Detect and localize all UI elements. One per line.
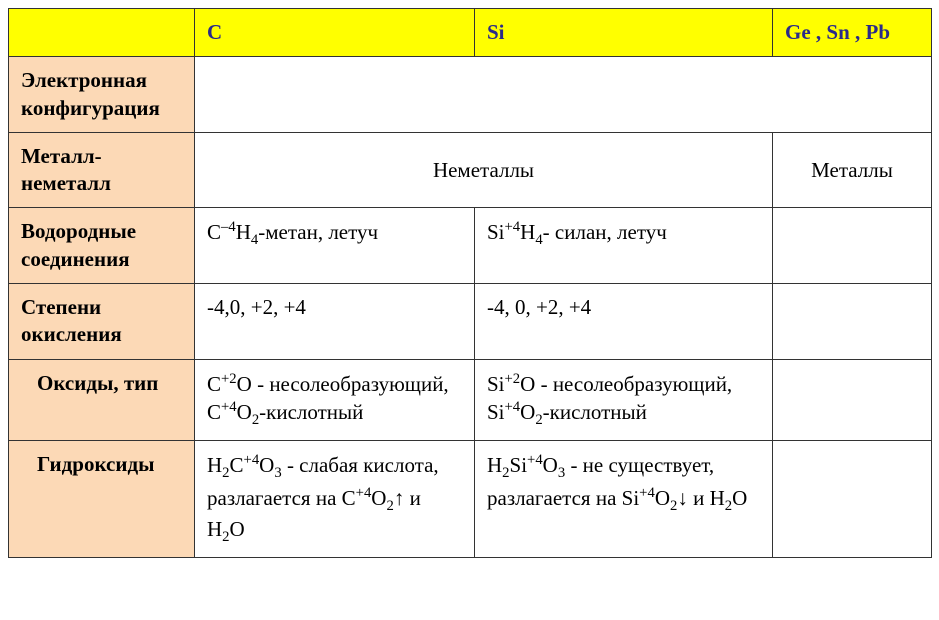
row-oxides: Оксиды, тип C+2O - несолеобразующий, C+4… bbox=[9, 359, 932, 441]
cell-oxides-si: Si+2O - несолеобразующий, Si+4O2-кислотн… bbox=[475, 359, 773, 441]
cell-hydrogen-c: C–4H4-метан, летуч bbox=[195, 208, 475, 284]
cell-electron-config bbox=[195, 57, 932, 133]
cell-oxstate-si: -4, 0, +2, +4 bbox=[475, 284, 773, 360]
cell-hydrogen-ge bbox=[773, 208, 932, 284]
row-hydrogen-compounds: Водородные соединения C–4H4-метан, летуч… bbox=[9, 208, 932, 284]
label-oxstate: Степени окисления bbox=[9, 284, 195, 360]
cell-hydroxides-ge bbox=[773, 441, 932, 558]
label-metal-nonmetal: Металл-неметалл bbox=[9, 132, 195, 208]
label-oxides: Оксиды, тип bbox=[9, 359, 195, 441]
cell-hydrogen-si: Si+4H4- силан, летуч bbox=[475, 208, 773, 284]
table-header-row: C Si Ge , Sn , Pb bbox=[9, 9, 932, 57]
cell-hydroxides-si: H2Si+4O3 - не существует, разлагается на… bbox=[475, 441, 773, 558]
label-hydroxides: Гидроксиды bbox=[9, 441, 195, 558]
cell-oxides-ge bbox=[773, 359, 932, 441]
label-electron-config: Электронная конфигурация bbox=[9, 57, 195, 133]
row-oxidation-states: Степени окисления -4,0, +2, +4 -4, 0, +2… bbox=[9, 284, 932, 360]
chemistry-table: C Si Ge , Sn , Pb Электронная конфигурац… bbox=[8, 8, 932, 558]
header-ge-sn-pb: Ge , Sn , Pb bbox=[773, 9, 932, 57]
cell-oxstate-ge bbox=[773, 284, 932, 360]
cell-metals: Металлы bbox=[773, 132, 932, 208]
header-c: C bbox=[195, 9, 475, 57]
header-empty bbox=[9, 9, 195, 57]
cell-oxides-c: C+2O - несолеобразующий, C+4O2-кислотный bbox=[195, 359, 475, 441]
label-hydrogen: Водородные соединения bbox=[9, 208, 195, 284]
header-si: Si bbox=[475, 9, 773, 57]
cell-hydroxides-c: H2C+4O3 - слабая кислота, разлагается на… bbox=[195, 441, 475, 558]
cell-nonmetals: Неметаллы bbox=[195, 132, 773, 208]
cell-oxstate-c: -4,0, +2, +4 bbox=[195, 284, 475, 360]
row-hydroxides: Гидроксиды H2C+4O3 - слабая кислота, раз… bbox=[9, 441, 932, 558]
row-electron-config: Электронная конфигурация bbox=[9, 57, 932, 133]
row-metal-nonmetal: Металл-неметалл Неметаллы Металлы bbox=[9, 132, 932, 208]
